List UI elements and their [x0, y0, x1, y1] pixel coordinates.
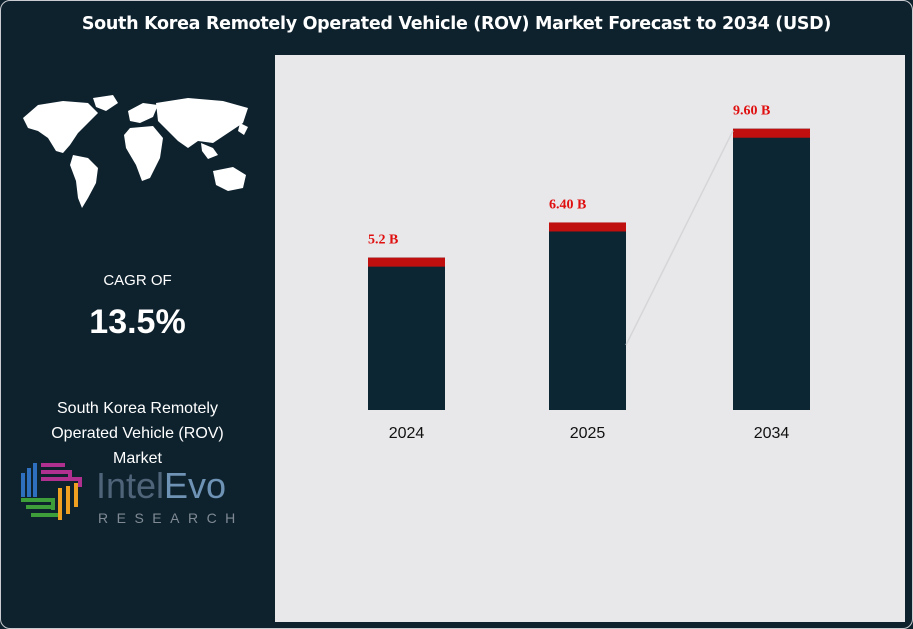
x-tick-label: 2025 [570, 425, 606, 442]
cagr-label: CAGR OF [103, 272, 172, 289]
bar [733, 128, 810, 410]
market-name: South Korea Remotely Operated Vehicle (R… [51, 400, 224, 467]
bar-cap [549, 222, 626, 232]
left-panel: CAGR OF 13.5% South Korea Remotely Opera… [0, 55, 275, 625]
data-label: 5.2 B [368, 233, 398, 248]
data-label: 9.60 B [733, 104, 770, 119]
bar-chart: 5.2 B 2024 6.40 B 2025 9.60 B 2034 [368, 104, 810, 442]
logo-sub: RESEARCH [98, 510, 244, 526]
trend-line [625, 130, 734, 346]
logo: IntelEvo RESEARCH [18, 460, 268, 540]
world-map-icon [23, 95, 248, 208]
intelevo-logo-icon: IntelEvo RESEARCH [21, 463, 244, 526]
bar-cap [733, 128, 810, 138]
x-tick-label: 2034 [754, 425, 790, 442]
bar [368, 257, 445, 410]
cagr-value: 13.5% [89, 303, 186, 341]
chart-title: South Korea Remotely Operated Vehicle (R… [81, 14, 832, 34]
bar-cap [368, 257, 445, 267]
chart-panel: 5.2 B 2024 6.40 B 2025 9.60 B 2034 [275, 55, 905, 622]
bar [549, 222, 626, 410]
logo-name: IntelEvo [96, 465, 226, 506]
x-tick-label: 2024 [389, 425, 425, 442]
data-label: 6.40 B [549, 197, 586, 212]
